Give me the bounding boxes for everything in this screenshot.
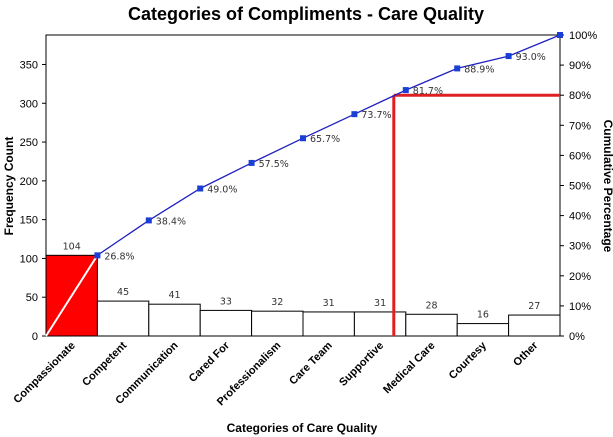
cumulative-marker [402, 87, 409, 94]
y-axis-title: Frequency Count [2, 137, 16, 236]
cumulative-marker [454, 65, 461, 72]
category-label: Medical Care [381, 340, 437, 396]
y2-tick-label: 90% [569, 60, 591, 72]
cumulative-label: 57.5% [259, 159, 289, 170]
cumulative-label: 93.0% [516, 52, 546, 63]
cumulative-label: 81.7% [413, 86, 443, 97]
bar-value-label: 104 [63, 241, 81, 252]
cumulative-marker [94, 252, 101, 259]
y2-tick-label: 20% [569, 271, 591, 283]
y2-tick-label: 50% [569, 181, 591, 193]
cumulative-marker [557, 32, 563, 38]
y2-tick-label: 10% [569, 301, 591, 313]
cumulative-label: 26.8% [104, 251, 134, 262]
category-label: Supportive [337, 340, 386, 389]
cumulative-marker [300, 135, 306, 142]
bar-value-label: 32 [271, 297, 283, 308]
bar [405, 313, 458, 337]
y-tick-label: 100 [20, 253, 38, 265]
plot-area: 0 50 100 150 200 250 300 350 0% 10% 20% 30% 40% 50% 60… [11, 30, 597, 408]
bar-value-label: 16 [477, 310, 489, 321]
category-label: Compassionate [11, 340, 77, 406]
category-label: Courtesy [447, 339, 490, 382]
bar-value-label: 31 [374, 298, 386, 309]
y2-tick-label: 40% [569, 211, 591, 223]
cumulative-label: 38.4% [156, 216, 186, 227]
category-label: Other [511, 339, 541, 369]
bar-value-label: 33 [220, 296, 232, 307]
bar [96, 300, 150, 337]
cumulative-marker [197, 185, 204, 192]
y-tick-label: 250 [20, 137, 38, 149]
category-label: Competent [80, 339, 129, 388]
y-tick-label: 200 [20, 176, 38, 188]
bar [456, 323, 510, 337]
bar-value-label: 31 [323, 298, 335, 309]
cumulative-label: 65.7% [310, 134, 340, 145]
bar [302, 311, 355, 337]
y-tick-label: 0 [32, 331, 38, 343]
bar-value-label: 45 [117, 287, 129, 298]
cumulative-marker [145, 217, 152, 224]
category-label: Cared For [187, 339, 233, 385]
y2-tick-label: 30% [569, 241, 591, 253]
y2-tick-label: 100% [569, 30, 597, 42]
bar [251, 310, 304, 337]
y2-tick-label: 60% [569, 150, 591, 162]
y2-tick-label: 80% [569, 90, 591, 102]
bar [148, 303, 201, 337]
cumulative-marker [351, 111, 358, 118]
bar-value-label: 28 [425, 300, 437, 311]
cumulative-label: 88.9% [464, 64, 494, 75]
x-axis-title: Categories of Care Quality [227, 421, 378, 435]
bar [508, 314, 561, 337]
cumulative-label: 49.0% [207, 185, 237, 196]
cumulative-line [97, 34, 561, 256]
cumulative-marker [248, 159, 255, 166]
y2-tick-label: 70% [569, 120, 591, 132]
y-tick-label: 300 [20, 98, 38, 110]
y2-tick-label: 0% [569, 331, 585, 343]
cumulative-label: 73.7% [361, 110, 391, 121]
y-tick-label: 50 [26, 292, 38, 304]
chart-title: Categories of Compliments - Care Quality [128, 4, 484, 24]
cumulative-segment-highlight [45, 254, 99, 337]
bar-value-label: 41 [168, 290, 180, 301]
cumulative-marker [505, 53, 512, 60]
y-tick-label: 150 [20, 215, 38, 227]
y-tick-label: 350 [20, 59, 38, 71]
bar-value-label: 27 [528, 301, 540, 312]
bar [353, 311, 407, 337]
category-label: Care Team [287, 339, 335, 387]
bar [199, 309, 253, 337]
y2-axis-title: Cumulative Percentage [601, 120, 613, 253]
